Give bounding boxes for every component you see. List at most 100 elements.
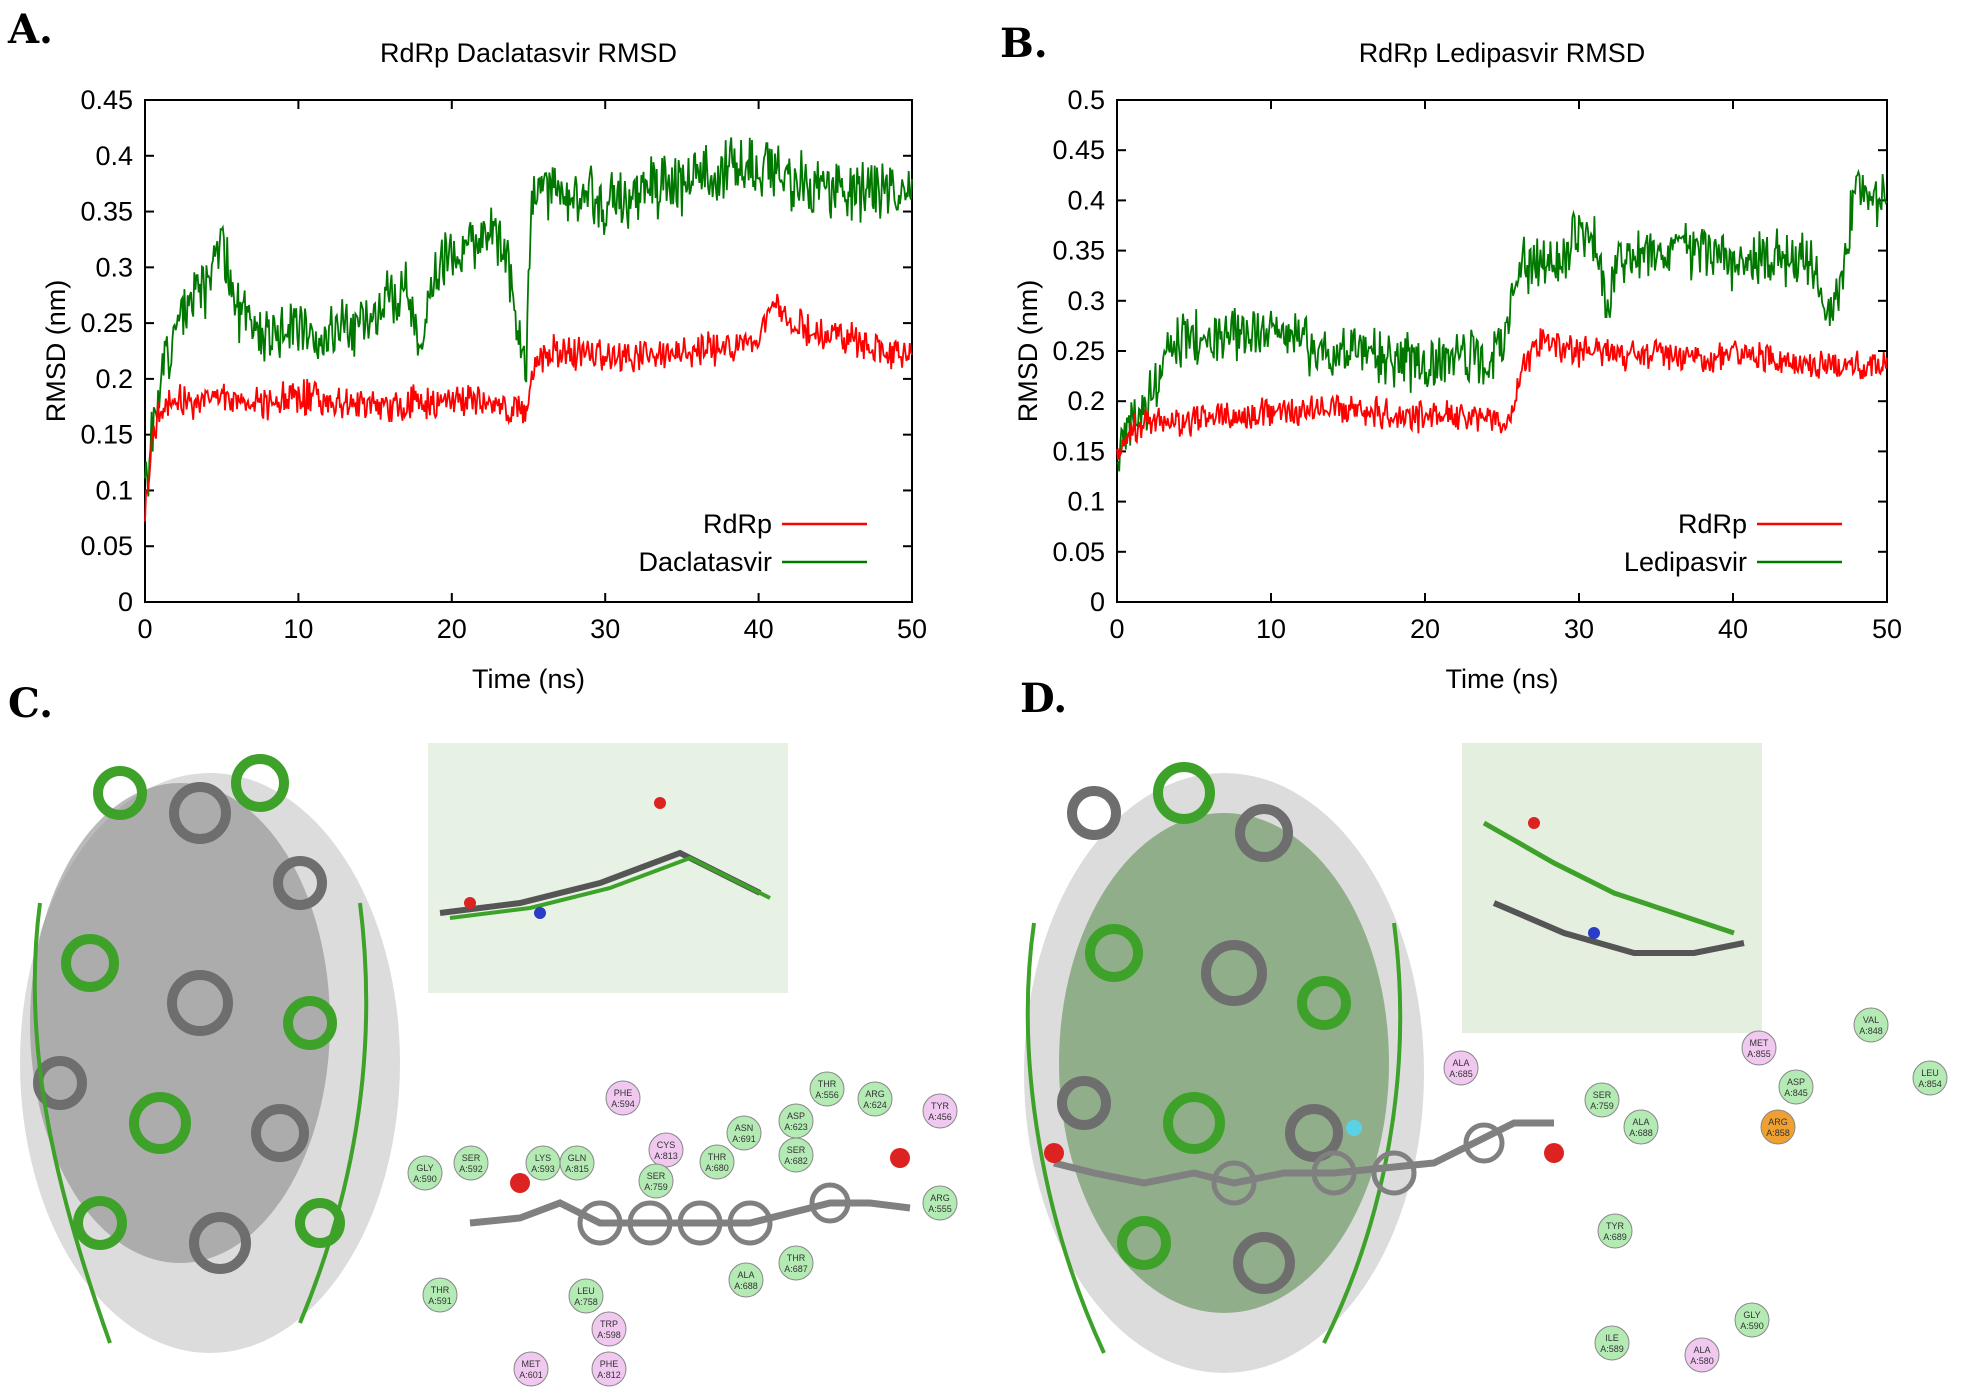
y-tick-label: 0.25: [80, 308, 133, 338]
residue-label: GLY: [416, 1163, 433, 1173]
residue-id: A:591: [428, 1296, 452, 1306]
residue-id: A:590: [413, 1174, 437, 1184]
plot-frame: [144, 99, 913, 603]
residue-id: A:594: [611, 1099, 635, 1109]
residue-label: SER: [647, 1171, 666, 1181]
residue-label: SER: [462, 1153, 481, 1163]
residue-label: THR: [708, 1152, 727, 1162]
y-tick-label: 0.2: [1067, 386, 1105, 416]
y-tick-label: 0.35: [1052, 236, 1105, 266]
residue-label: THR: [787, 1253, 806, 1263]
residue-label: MET: [1750, 1038, 1770, 1048]
residue-label: SER: [787, 1145, 806, 1155]
x-tick-label: 50: [1872, 614, 1902, 644]
y-tick-label: 0.05: [80, 531, 133, 561]
protein-cartoon-overlay: [20, 754, 400, 1353]
x-tick-label: 10: [1256, 614, 1286, 644]
y-tick-label: 0.45: [1052, 135, 1105, 165]
x-axis-label: Time (ns): [472, 664, 585, 694]
residue-label: TYR: [931, 1101, 950, 1111]
residue-id: A:685: [1449, 1069, 1473, 1079]
panel-label-c: C.: [8, 680, 54, 727]
x-tick-label: 40: [744, 614, 774, 644]
y-tick-label: 0: [1090, 587, 1105, 617]
residue-id: A:759: [1590, 1101, 1614, 1111]
y-tick-label: 0.15: [1052, 436, 1105, 466]
residue-id: A:688: [1629, 1128, 1653, 1138]
y-tick-label: 0.4: [1067, 185, 1105, 215]
y-tick-label: 0.05: [1052, 537, 1105, 567]
residue-label: ALA: [1452, 1058, 1469, 1068]
residue-id: A:848: [1859, 1026, 1883, 1036]
residue-id: A:589: [1600, 1344, 1624, 1354]
residue-id: A:812: [597, 1370, 621, 1380]
rmsd-chart-ledipasvir: RdRp Ledipasvir RMSD 0 10 20 30 40 50 0 0.05 0.1 0…: [1013, 38, 1902, 694]
residue-label: TRP: [600, 1319, 618, 1329]
residue-nodes-d: ALAA:685META:855VALA:848LEUA:854SERA:759…: [1443, 1007, 1948, 1373]
series-line-daclatasvir: [144, 137, 913, 497]
legend-label-ledipasvir: Ledipasvir: [1624, 547, 1747, 577]
panel-d-structure: ALAA:685META:855VALA:848LEUA:854SERA:759…: [1024, 743, 1948, 1373]
residue-label: PHE: [614, 1088, 633, 1098]
residue-label: TYR: [1606, 1221, 1625, 1231]
residue-id: A:858: [1766, 1128, 1790, 1138]
residue-id: A:456: [928, 1112, 952, 1122]
x-tick-label: 10: [283, 614, 313, 644]
y-tick-label: 0.15: [80, 420, 133, 450]
residue-id: A:598: [597, 1330, 621, 1340]
residue-id: A:813: [654, 1151, 678, 1161]
residue-id: A:687: [784, 1264, 808, 1274]
residue-label: GLN: [568, 1153, 587, 1163]
y-tick-label: 0.45: [80, 85, 133, 115]
residue-nodes-c: PHEA:594LYSA:593GLNA:815CYSA:813SERA:759…: [407, 1071, 958, 1387]
residue-label: ARG: [930, 1193, 950, 1203]
residue-label: ASP: [1787, 1077, 1805, 1087]
residue-label: ILE: [1605, 1333, 1619, 1343]
series-line-ledipasvir: [1116, 168, 1888, 472]
interaction-diagram: [1044, 1119, 1564, 1206]
x-tick-label: 20: [1410, 614, 1440, 644]
residue-label: ALA: [1693, 1345, 1710, 1355]
panel-label-b: B.: [1000, 20, 1048, 67]
residue-id: A:593: [531, 1164, 555, 1174]
residue-id: A:815: [565, 1164, 589, 1174]
x-tick-label: 30: [1564, 614, 1594, 644]
y-tick-label: 0.1: [1067, 487, 1105, 517]
y-tick-label: 0.2: [95, 364, 133, 394]
residue-id: A:590: [1740, 1321, 1764, 1331]
y-tick-label: 0.35: [80, 197, 133, 227]
residue-label: ALA: [737, 1270, 754, 1280]
residue-id: A:689: [1603, 1232, 1627, 1242]
chart-title: RdRp Ledipasvir RMSD: [1359, 38, 1646, 68]
residue-label: MET: [522, 1359, 542, 1369]
y-tick-label: 0.1: [95, 475, 133, 505]
x-tick-label: 20: [437, 614, 467, 644]
rmsd-chart-daclatasvir: RdRp Daclatasvir RMSD 0 10 20 30 40 50 0 0.05 0.1…: [41, 38, 927, 694]
residue-label: LYS: [535, 1153, 551, 1163]
y-axis-label: RMSD (nm): [41, 280, 71, 423]
x-tick-label: 30: [590, 614, 620, 644]
interaction-diagram: [469, 1148, 911, 1246]
x-tick-label: 0: [137, 614, 152, 644]
residue-id: A:555: [928, 1204, 952, 1214]
